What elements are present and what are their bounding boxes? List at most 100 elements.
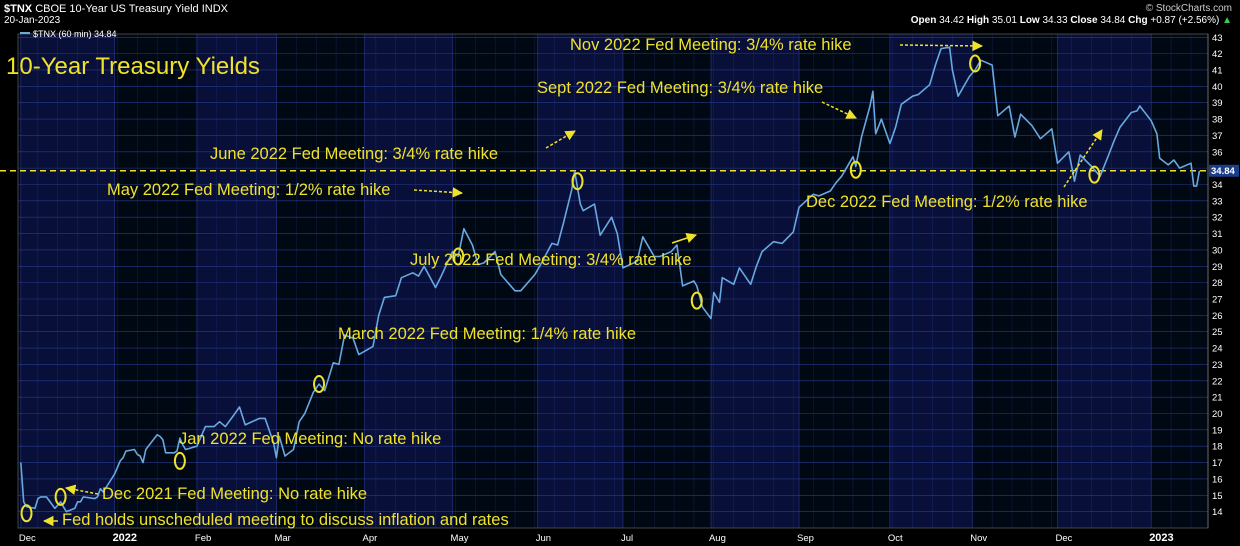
annotation: Dec 2022 Fed Meeting: 1/2% rate hike: [806, 129, 1103, 211]
x-tick-label: 2022: [113, 532, 137, 544]
y-tick-label: 30: [1212, 245, 1223, 256]
event-marker-ellipse: [173, 451, 186, 470]
y-tick-label: 24: [1212, 344, 1223, 355]
annotation-label: Jan 2022 Fed Meeting: No rate hike: [179, 430, 441, 448]
series-group: [20, 46, 1201, 513]
event-marker-ellipse: [1088, 165, 1101, 184]
month-band: [1057, 34, 1152, 528]
annotation: May 2022 Fed Meeting: 1/2% rate hike: [107, 181, 465, 266]
y-tick-label: 18: [1212, 442, 1223, 453]
event-marker-ellipse: [313, 375, 326, 394]
y-tick-label: 22: [1212, 376, 1223, 387]
x-tick-label: Mar: [274, 533, 290, 544]
y-tick-label: 15: [1212, 491, 1223, 502]
event-marker-ellipse: [571, 172, 584, 191]
annotation: Dec 2021 Fed Meeting: No rate hike: [54, 484, 367, 506]
annotation-label: Nov 2022 Fed Meeting: 3/4% rate hike: [570, 36, 852, 54]
month-band: [20, 34, 115, 528]
y-tick-label: 34: [1212, 180, 1223, 191]
y-tick-label: 25: [1212, 327, 1223, 338]
y-tick-label: 26: [1212, 311, 1223, 322]
annotation-label: March 2022 Fed Meeting: 1/4% rate hike: [338, 325, 636, 343]
y-tick-label: 29: [1212, 262, 1223, 273]
month-bands: [20, 34, 1208, 528]
event-marker-ellipse: [20, 504, 33, 523]
chart-symbol-line: $TNX CBOE 10-Year US Treasury Yield INDX: [4, 3, 228, 15]
y-tick-label: 38: [1212, 115, 1223, 126]
low-label: Low: [1019, 15, 1040, 26]
annotation-label: Dec 2021 Fed Meeting: No rate hike: [102, 485, 367, 503]
quote-summary: Open 34.42 High 35.01 Low 34.33 Close 34…: [911, 15, 1232, 26]
up-arrow-icon: ▲: [1222, 15, 1232, 26]
annotation-arrow: [413, 187, 464, 198]
y-tick-label: 42: [1212, 49, 1223, 60]
annotation: March 2022 Fed Meeting: 1/4% rate hike: [313, 325, 636, 394]
annotation: June 2022 Fed Meeting: 3/4% rate hike: [210, 130, 584, 191]
x-tick-label: Aug: [709, 533, 726, 544]
low-value: 34.33: [1042, 15, 1068, 26]
month-band: [537, 34, 623, 528]
annotation-label: Dec 2022 Fed Meeting: 1/2% rate hike: [806, 193, 1088, 211]
annotations-group: Fed holds unscheduled meeting to discuss…: [20, 36, 1103, 529]
x-tick-label: Dec: [1055, 533, 1072, 544]
x-tick-label: May: [451, 533, 469, 544]
y-tick-label: 40: [1212, 82, 1223, 93]
month-band: [622, 34, 711, 528]
y-tick-label: 36: [1212, 147, 1223, 158]
instrument-name: CBOE 10-Year US Treasury Yield INDX: [35, 3, 228, 15]
high-label: High: [966, 15, 990, 26]
annotation: Sept 2022 Fed Meeting: 3/4% rate hike: [537, 79, 862, 179]
last-value-tag-label: 34.84: [1211, 166, 1235, 177]
x-axis: Dec 2022 Feb Mar Apr May Jun Jul Aug Sep Oct Nov Dec…: [19, 532, 1174, 544]
y-tick-label: 41: [1212, 65, 1223, 76]
event-marker-ellipse: [452, 247, 465, 266]
y-tick-label: 37: [1212, 131, 1223, 142]
legend-label: $TNX (60 min) 34.84: [33, 29, 117, 39]
annotation: July 2022 Fed Meeting: 3/4% rate hike: [410, 233, 703, 310]
y-tick-label: 27: [1212, 294, 1223, 305]
annotation: Nov 2022 Fed Meeting: 3/4% rate hike: [570, 36, 984, 73]
annotation-arrow: [899, 40, 984, 52]
y-tick-label: 43: [1212, 33, 1223, 44]
month-band: [710, 34, 800, 528]
x-tick-label: 2023: [1149, 532, 1173, 544]
y-tick-label: 28: [1212, 278, 1223, 289]
y-tick-label: 32: [1212, 213, 1223, 224]
month-band: [972, 34, 1058, 528]
series-line-tnx: [20, 46, 1201, 513]
y-tick-label: 17: [1212, 458, 1223, 469]
copyright: © StockCharts.com: [1145, 3, 1232, 14]
annotation-label: May 2022 Fed Meeting: 1/2% rate hike: [107, 181, 390, 199]
high-value: 35.01: [991, 15, 1017, 26]
month-band: [799, 34, 890, 528]
annotation: Fed holds unscheduled meeting to discuss…: [20, 504, 509, 529]
annotation-label: Sept 2022 Fed Meeting: 3/4% rate hike: [537, 79, 823, 97]
annotation: Jan 2022 Fed Meeting: No rate hike: [173, 430, 441, 470]
chg-label: Chg: [1128, 15, 1148, 26]
chg-value: +0.87 (+2.56%): [1150, 15, 1220, 26]
annotation-arrow: [64, 484, 99, 495]
y-axis: 14 15 16 17 18 19 20 21 22 23 24 25 26 27 28 29 30 31 32 33…: [1207, 33, 1239, 528]
x-tick-label: Feb: [195, 533, 211, 544]
grid-lines: [17, 33, 1209, 529]
x-tick-label: Jul: [621, 533, 633, 544]
y-tick-label: 33: [1212, 196, 1223, 207]
y-tick-label: 14: [1212, 507, 1223, 518]
month-band: [1151, 34, 1208, 528]
annotation-label: Fed holds unscheduled meeting to discuss…: [62, 511, 509, 529]
annotation-arrow: [1063, 129, 1103, 188]
chart-date: 20-Jan-2023: [4, 15, 61, 26]
annotation-arrow: [821, 101, 857, 119]
y-tick-label: 20: [1212, 409, 1223, 420]
month-band: [276, 34, 365, 528]
open-value: 34.42: [939, 15, 965, 26]
annotation-arrow: [671, 233, 697, 244]
annotation-arrow: [545, 130, 576, 149]
x-tick-label: Nov: [970, 533, 987, 544]
chart-title: 10-Year Treasury Yields: [6, 53, 260, 80]
month-band: [889, 34, 973, 528]
event-marker-ellipse: [690, 291, 703, 310]
event-marker-ellipse: [969, 54, 982, 73]
open-label: Open: [910, 15, 937, 26]
